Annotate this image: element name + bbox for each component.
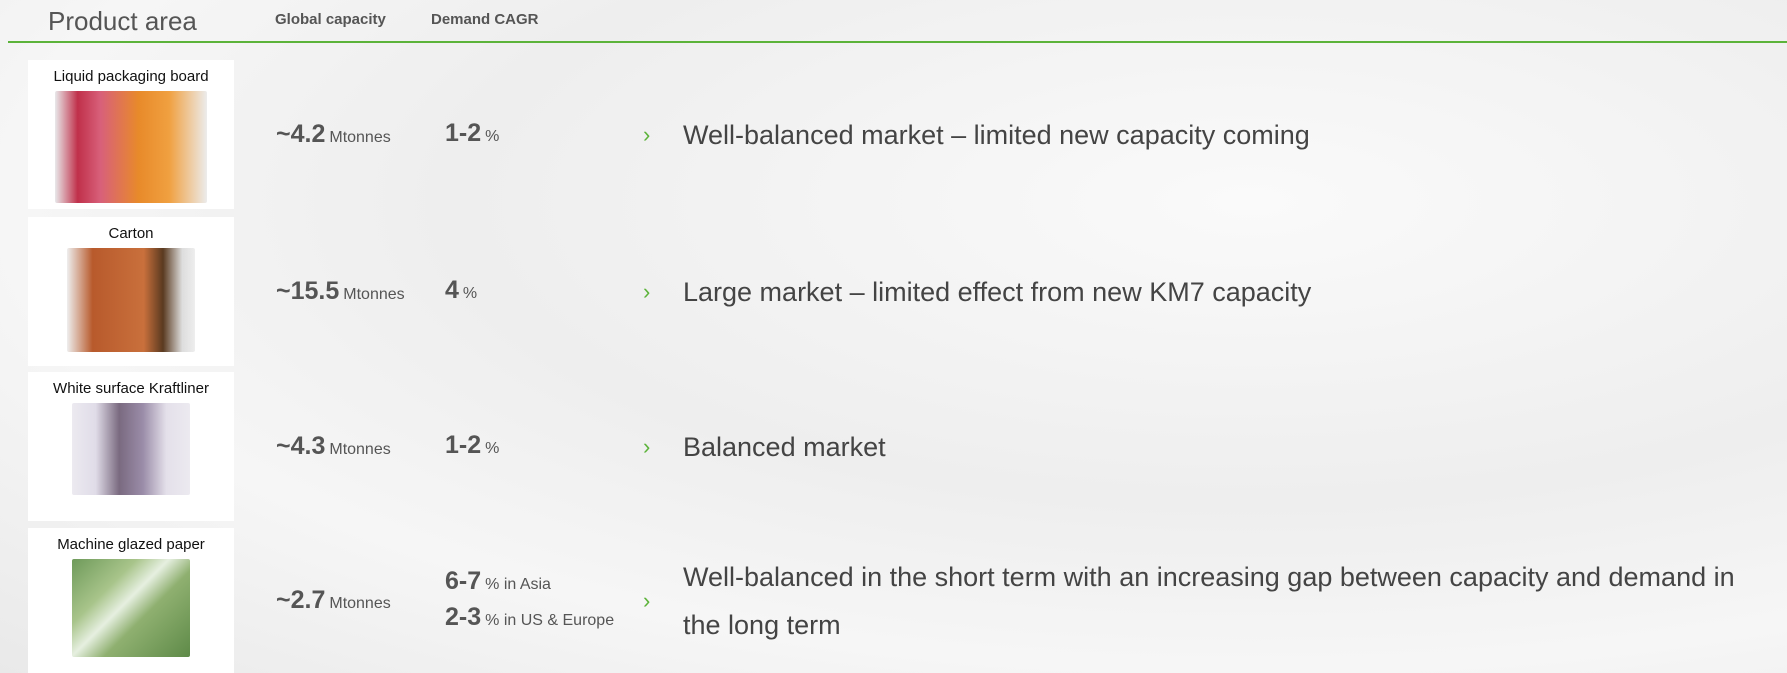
row: Carton ~15.5 Mtonnes 4% › Large market – limi… [0, 217, 1787, 366]
cagr-unit: % in Asia [485, 575, 551, 593]
capacity-value: ~15.5 [276, 277, 340, 305]
capacity-value: ~4.2 [276, 120, 326, 148]
cagr-unit: % in US & Europe [485, 611, 615, 629]
column-header: Global capacity [275, 11, 386, 28]
cagr-line: 1-2% [445, 117, 499, 153]
row: Liquid packaging board ~4.2 Mtonnes 1-2% › We… [0, 60, 1787, 209]
product-image [55, 91, 207, 203]
capacity-unit: Mtonnes [343, 286, 405, 303]
comment: Large market – limited effect from new K… [683, 276, 1312, 307]
product-image [72, 403, 190, 495]
product-image [67, 248, 195, 352]
column-header: Demand CAGR [431, 11, 539, 28]
product-card: Machine glazed paper [28, 528, 234, 673]
capacity-unit: Mtonnes [329, 129, 391, 146]
cagr-value: 4 [445, 275, 459, 304]
comment: Balanced market [683, 431, 886, 462]
capacity: ~2.7 Mtonnes [276, 586, 391, 615]
product-image [72, 559, 190, 657]
row: Machine glazed paper ~2.7 Mtonnes 6-7% in A… [0, 528, 1787, 673]
cagr: 6-7% in Asia 2-3% in US & Europe [445, 565, 614, 637]
header-title: Product area [48, 6, 197, 36]
capacity: ~4.3 Mtonnes [276, 432, 391, 461]
capacity: ~4.2 Mtonnes [276, 120, 391, 149]
product-name: Machine glazed paper [57, 536, 205, 553]
capacity-value: ~2.7 [276, 586, 326, 614]
product-name: Liquid packaging board [53, 68, 209, 85]
product-name: Carton [108, 225, 154, 242]
comment: Well-balanced market – limited new capac… [683, 119, 1310, 150]
cagr: 1-2% [445, 429, 499, 465]
product-card: Liquid packaging board [28, 60, 234, 209]
capacity-unit: Mtonnes [329, 595, 391, 612]
comment: Well-balanced in the short term with an … [683, 561, 1735, 640]
cagr: 4% [445, 274, 477, 310]
cagr-value: 1-2 [445, 430, 482, 459]
cagr-value: 2-3 [445, 602, 482, 631]
cagr: 1-2% [445, 117, 499, 153]
cagr-value: 6-7 [445, 566, 482, 595]
cagr-value: 1-2 [445, 118, 482, 147]
cagr-unit: % [485, 127, 500, 145]
bullet-arrow: › [643, 587, 651, 613]
bullet-arrow: › [643, 121, 651, 147]
product-card: White surface Kraftliner [28, 372, 234, 521]
product-card: Carton [28, 217, 234, 366]
cagr-unit: % [485, 439, 500, 457]
cagr-line: 4% [445, 274, 477, 310]
header-rule [8, 41, 1787, 43]
cagr-line: 1-2% [445, 429, 499, 465]
bullet-arrow: › [643, 433, 651, 459]
row: White surface Kraftliner ~4.3 Mtonnes 1-2% ›… [0, 372, 1787, 521]
bullet-arrow: › [643, 278, 651, 304]
capacity: ~15.5 Mtonnes [276, 277, 405, 306]
capacity-unit: Mtonnes [329, 441, 391, 458]
product-name: White surface Kraftliner [53, 380, 209, 397]
cagr-line: 2-3% in US & Europe [445, 601, 614, 637]
cagr-line: 6-7% in Asia [445, 565, 614, 601]
capacity-value: ~4.3 [276, 432, 326, 460]
cagr-unit: % [462, 284, 478, 302]
